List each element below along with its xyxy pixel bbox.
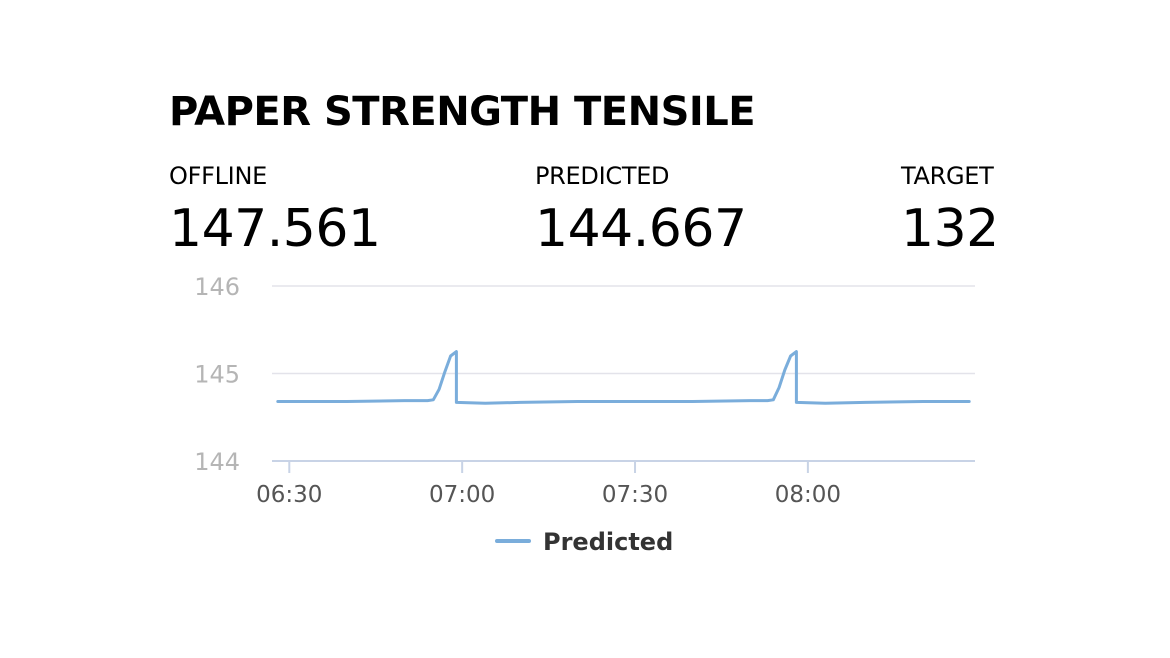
legend-label: Predicted xyxy=(543,528,673,556)
kpi-target-value: 132 xyxy=(901,199,999,259)
kpi-target-label: TARGET xyxy=(901,162,994,190)
kpi-offline-value: 147.561 xyxy=(169,199,381,259)
kpi-offline-label: OFFLINE xyxy=(169,162,267,190)
kpi-predicted-value: 144.667 xyxy=(535,199,747,259)
x-tick-label: 06:30 xyxy=(256,482,322,508)
kpi-predicted-label: PREDICTED xyxy=(535,162,670,190)
kpi-offline: OFFLINE 147.561 xyxy=(169,160,381,258)
y-tick-label: 144 xyxy=(194,448,240,476)
y-tick-label: 146 xyxy=(194,273,240,301)
x-tick-label: 07:30 xyxy=(602,482,668,508)
y-tick-label: 145 xyxy=(194,361,240,389)
kpi-predicted: PREDICTED 144.667 xyxy=(535,160,747,258)
page-title: PAPER STRENGTH TENSILE xyxy=(169,89,756,135)
x-tick-label: 08:00 xyxy=(775,482,841,508)
series-line-predicted xyxy=(276,350,971,405)
x-tick-label: 07:00 xyxy=(429,482,495,508)
kpi-target: TARGET 132 xyxy=(901,160,999,258)
